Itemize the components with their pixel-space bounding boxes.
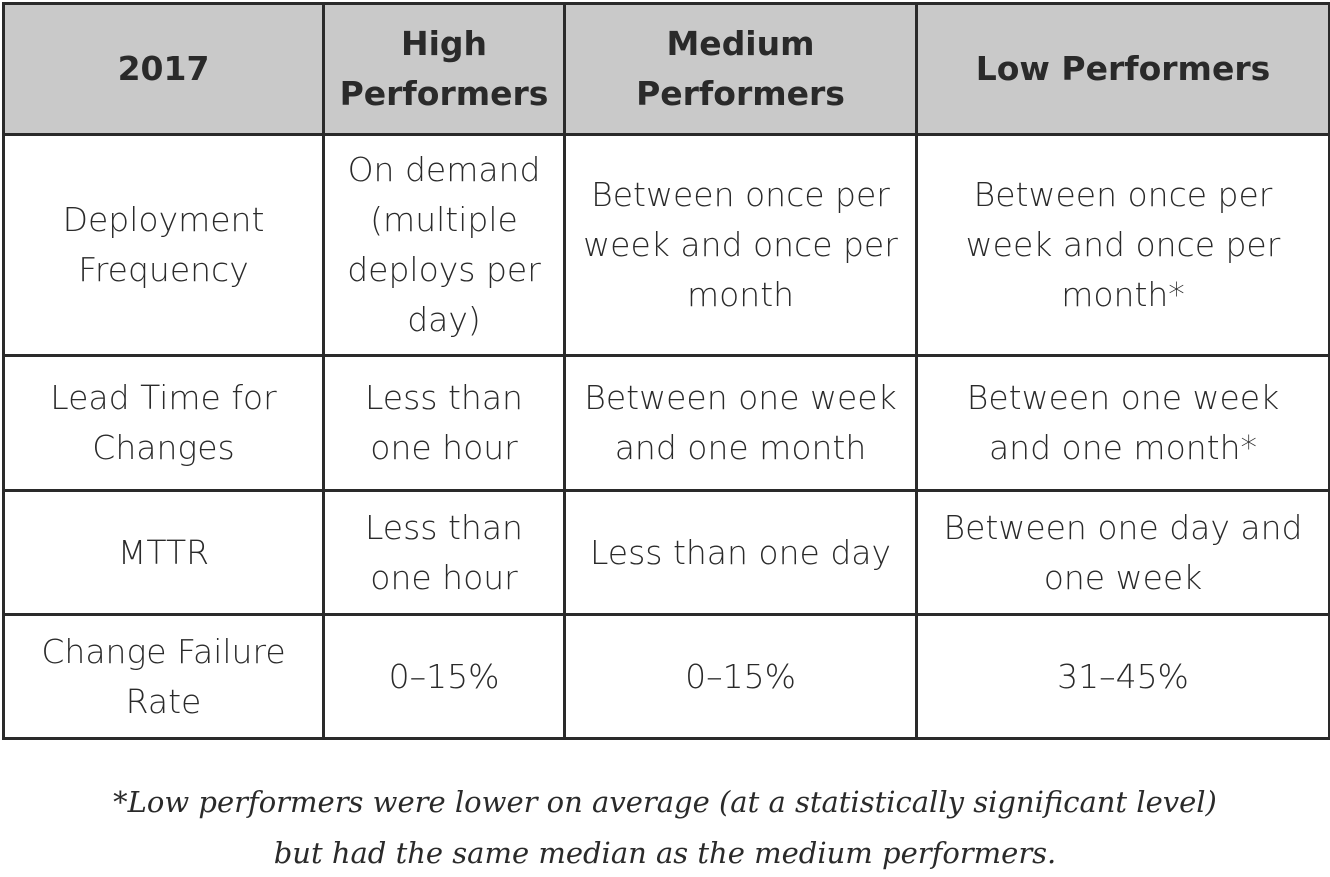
header-cell: 2017 bbox=[2, 2, 325, 136]
header-row: 2017 High Performers Medium Performers Low … bbox=[2, 2, 1330, 136]
header-cell: High Performers bbox=[322, 2, 566, 136]
row-label: MTTR bbox=[2, 489, 325, 616]
table-cell: 0–15% bbox=[322, 613, 566, 740]
row-label: Lead Time for Changes bbox=[2, 354, 325, 492]
table-cell: Between once per week and once per month… bbox=[915, 133, 1330, 357]
header-cell: Medium Performers bbox=[563, 2, 918, 136]
footnote-line: but had the same median as the medium pe… bbox=[273, 836, 1057, 870]
table-body: Deployment Frequency On demand (multiple … bbox=[2, 133, 1330, 740]
table-cell: Between one week and one month* bbox=[915, 354, 1330, 492]
table-row: MTTR Less than one hour Less than one day B… bbox=[2, 489, 1330, 616]
footnote-line: *Low performers were lower on average (a… bbox=[113, 785, 1217, 819]
table-row: Change Failure Rate 0–15% 0–15% 31–45% bbox=[2, 613, 1330, 740]
row-label: Change Failure Rate bbox=[2, 613, 325, 740]
table-row: Lead Time for Changes Less than one hour B… bbox=[2, 354, 1330, 492]
table-row: Deployment Frequency On demand (multiple … bbox=[2, 133, 1330, 357]
table-cell: Less than one hour bbox=[322, 489, 566, 616]
table-cell: 0–15% bbox=[563, 613, 918, 740]
header-cell: Low Performers bbox=[915, 2, 1330, 136]
table-cell: Less than one hour bbox=[322, 354, 566, 492]
table-cell: On demand (multiple deploys per day) bbox=[322, 133, 566, 357]
table-cell: Between one day and one week bbox=[915, 489, 1330, 616]
row-label: Deployment Frequency bbox=[2, 133, 325, 357]
table-cell: Less than one day bbox=[563, 489, 918, 616]
table-cell: Between once per week and once per month bbox=[563, 133, 918, 357]
table-cell: 31–45% bbox=[915, 613, 1330, 740]
comparison-table: 2017 High Performers Medium Performers Low … bbox=[2, 2, 1330, 740]
table-cell: Between one week and one month bbox=[563, 354, 918, 492]
